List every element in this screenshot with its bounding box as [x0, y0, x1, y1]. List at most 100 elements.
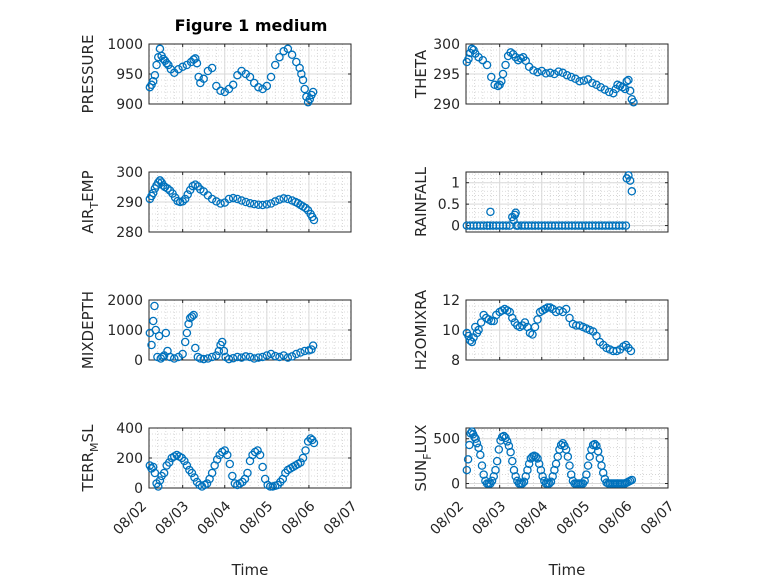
data-point	[618, 82, 627, 92]
data-point	[545, 479, 554, 488]
data-point	[621, 221, 631, 230]
data-point	[543, 303, 552, 312]
data-point	[150, 468, 160, 478]
data-point	[228, 471, 237, 481]
data-point	[262, 81, 272, 91]
data-point	[237, 196, 246, 205]
data-point	[622, 76, 632, 86]
data-point	[241, 197, 251, 207]
data-point	[241, 352, 251, 361]
data-point	[533, 315, 542, 324]
axes-box	[465, 427, 669, 489]
data-point	[486, 72, 496, 82]
data-point	[541, 69, 551, 78]
data-point	[212, 351, 221, 360]
data-point	[191, 54, 200, 63]
data-point	[202, 479, 212, 488]
data-point	[501, 60, 510, 70]
data-point	[531, 452, 541, 461]
y-tick-label: 400	[116, 421, 143, 437]
data-point	[150, 70, 160, 80]
data-point	[529, 66, 538, 75]
data-point	[508, 313, 517, 323]
data-point	[625, 176, 635, 185]
data-point	[462, 465, 472, 475]
data-point	[180, 337, 190, 347]
data-point	[183, 190, 192, 199]
data-point	[296, 348, 305, 357]
figure-title: Figure 1 medium	[175, 16, 328, 35]
data-point	[245, 352, 255, 362]
grid	[466, 300, 668, 360]
data-point	[492, 456, 502, 466]
data-point	[465, 440, 474, 450]
data-point	[255, 450, 265, 460]
data-point	[592, 80, 601, 90]
data-point	[629, 97, 638, 107]
data-point	[154, 331, 164, 341]
y-axis-label: THETA	[412, 49, 430, 99]
series-sun-flux	[462, 427, 637, 488]
y-tick-label: 200	[116, 451, 143, 467]
x-tick-label: 08/06	[596, 498, 636, 538]
data-point	[207, 63, 217, 73]
data-point	[545, 68, 555, 78]
data-point	[164, 458, 174, 467]
data-point	[463, 455, 473, 464]
data-point	[155, 476, 165, 485]
data-point	[212, 81, 221, 91]
x-tick-label: 08/07	[321, 498, 361, 538]
data-point	[524, 459, 534, 469]
y-axis-label: AIRTEMP	[79, 170, 101, 233]
data-point	[474, 325, 483, 335]
x-tick-label: 08/03	[152, 498, 192, 538]
data-point	[254, 82, 263, 92]
data-point	[154, 482, 163, 491]
series-air-temp	[145, 176, 319, 225]
data-point	[178, 197, 187, 206]
panel-sun-flux: 0 500 08/02 08/03 08/04 08/05 08/06 08/07 Time SU…	[412, 425, 678, 579]
data-point	[187, 312, 197, 321]
data-point	[164, 60, 173, 70]
data-point	[216, 86, 225, 96]
data-point	[546, 477, 556, 486]
y-tick-label: 2000	[107, 293, 143, 309]
data-point	[228, 80, 238, 90]
y-tick-label: 280	[116, 225, 143, 241]
data-point	[212, 455, 222, 464]
data-point	[467, 337, 477, 347]
data-point	[561, 304, 571, 314]
data-point	[571, 74, 580, 84]
data-point	[253, 446, 262, 455]
y-tick-label: 500	[433, 432, 460, 448]
data-point	[162, 58, 171, 68]
data-point	[479, 221, 488, 230]
data-point	[511, 208, 520, 217]
data-point	[233, 352, 242, 362]
data-point	[296, 458, 305, 467]
data-point	[511, 472, 520, 481]
data-point	[596, 82, 605, 92]
series-theta	[462, 44, 638, 107]
data-point	[262, 200, 272, 209]
data-point	[182, 461, 192, 470]
y-axis-label: MIXDEPTH	[79, 291, 97, 369]
data-point	[150, 301, 159, 311]
data-point	[301, 203, 310, 213]
data-point	[537, 66, 547, 76]
data-point	[275, 352, 284, 362]
panel-pressure: 900 950 1000 PRESSURE	[79, 35, 352, 113]
data-point	[219, 346, 229, 356]
data-point	[178, 349, 187, 359]
data-point	[478, 55, 488, 65]
data-point	[486, 316, 496, 326]
data-point	[174, 64, 183, 74]
panel-mixdepth: 0 1000 2000 MIXDEPTH	[79, 291, 352, 369]
data-point	[308, 341, 318, 350]
data-point	[207, 194, 217, 204]
data-point	[270, 60, 280, 70]
data-point	[533, 454, 542, 463]
data-point	[297, 69, 306, 79]
data-point	[498, 69, 508, 79]
y-tick-label: 290	[116, 195, 143, 211]
